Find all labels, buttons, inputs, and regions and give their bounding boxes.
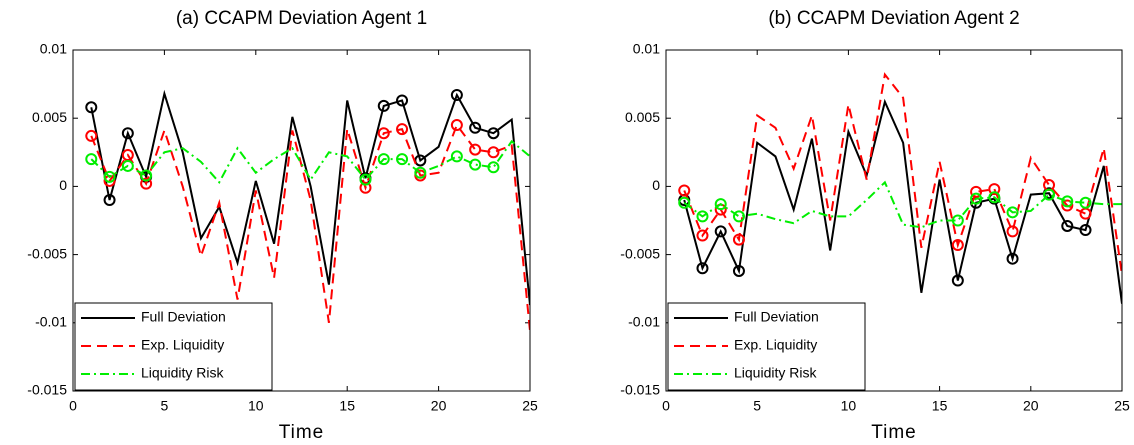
- point-marker: [103, 170, 116, 183]
- point-marker: [1006, 206, 1019, 219]
- point-marker: [414, 166, 427, 179]
- series-line: [90, 122, 530, 332]
- point-marker: [951, 214, 964, 227]
- point-marker: [970, 192, 983, 205]
- x-tick-label: 15: [932, 398, 948, 414]
- series-line: [683, 98, 1122, 304]
- legend-label: Liquidity Risk: [141, 365, 224, 381]
- point-marker: [1079, 207, 1092, 220]
- x-tick-label: 15: [339, 398, 355, 414]
- point-marker: [487, 146, 500, 159]
- x-axis-label: Time: [871, 422, 917, 443]
- point-marker: [359, 173, 372, 186]
- y-tick-label: -0.005: [620, 245, 660, 261]
- point-marker: [732, 210, 745, 223]
- y-tick-label: -0.015: [27, 382, 67, 398]
- plot-frame: [665, 49, 1123, 392]
- point-marker: [450, 89, 463, 102]
- point-marker: [714, 225, 727, 238]
- point-marker: [696, 262, 709, 275]
- point-marker: [732, 233, 745, 246]
- legend-label: Full Deviation: [734, 309, 819, 325]
- point-marker: [1043, 188, 1056, 201]
- x-tick-label: 5: [161, 398, 169, 414]
- series-line: [90, 139, 530, 185]
- point-marker: [988, 191, 1001, 204]
- x-tick-label: 5: [753, 398, 761, 414]
- y-tick-label: -0.005: [27, 245, 67, 261]
- plot-frame: [72, 49, 531, 392]
- point-marker: [487, 161, 500, 174]
- point-marker: [377, 127, 390, 140]
- y-tick-label: -0.015: [620, 382, 660, 398]
- point-marker: [1079, 224, 1092, 237]
- series-line: [90, 89, 530, 306]
- point-marker: [1061, 219, 1074, 232]
- series-line: [683, 72, 1122, 276]
- legend-label: Full Deviation: [141, 309, 226, 325]
- point-marker: [85, 101, 98, 114]
- point-marker: [678, 184, 691, 197]
- point-marker: [1061, 195, 1074, 208]
- point-marker: [396, 123, 409, 136]
- x-tick-label: 25: [1114, 398, 1130, 414]
- point-marker: [696, 229, 709, 242]
- legend-label: Exp. Liquidity: [734, 337, 817, 353]
- point-marker: [140, 169, 153, 182]
- point-marker: [1006, 225, 1019, 238]
- x-tick-label: 10: [841, 398, 857, 414]
- x-tick-label: 10: [248, 398, 264, 414]
- y-tick-label: 0.005: [625, 109, 660, 125]
- point-marker: [469, 121, 482, 134]
- point-marker: [469, 158, 482, 171]
- y-tick-label: -0.01: [35, 314, 67, 330]
- point-marker: [732, 264, 745, 277]
- point-marker: [396, 94, 409, 107]
- y-tick-label: 0: [652, 177, 660, 193]
- point-marker: [121, 159, 134, 172]
- point-marker: [121, 127, 134, 140]
- point-marker: [1079, 196, 1092, 209]
- point-marker: [377, 99, 390, 112]
- y-tick-label: 0.01: [633, 41, 660, 57]
- point-marker: [970, 185, 983, 198]
- point-marker: [951, 239, 964, 252]
- point-marker: [988, 183, 1001, 196]
- y-tick-label: -0.01: [628, 314, 660, 330]
- point-marker: [469, 143, 482, 156]
- point-marker: [450, 150, 463, 163]
- x-tick-label: 0: [69, 398, 77, 414]
- point-marker: [85, 153, 98, 166]
- chart-title: (b) CCAPM Deviation Agent 2: [768, 8, 1019, 29]
- point-marker: [1006, 252, 1019, 265]
- point-marker: [487, 127, 500, 140]
- point-marker: [696, 210, 709, 223]
- point-marker: [85, 129, 98, 142]
- point-marker: [103, 194, 116, 207]
- chart-title: (a) CCAPM Deviation Agent 1: [176, 8, 427, 29]
- x-tick-label: 25: [522, 398, 538, 414]
- point-marker: [951, 274, 964, 287]
- point-marker: [396, 153, 409, 166]
- legend-label: Liquidity Risk: [734, 365, 817, 381]
- point-marker: [359, 181, 372, 194]
- x-tick-label: 20: [1023, 398, 1039, 414]
- point-marker: [678, 196, 691, 209]
- legend-label: Exp. Liquidity: [141, 337, 224, 353]
- point-marker: [714, 198, 727, 211]
- x-tick-label: 0: [662, 398, 670, 414]
- point-marker: [450, 119, 463, 132]
- y-tick-label: 0.005: [32, 109, 67, 125]
- x-axis-label: Time: [279, 422, 325, 443]
- y-tick-label: 0: [59, 177, 67, 193]
- point-marker: [140, 177, 153, 190]
- y-tick-label: 0.01: [40, 41, 67, 57]
- point-marker: [1061, 199, 1074, 212]
- x-tick-label: 20: [431, 398, 447, 414]
- point-marker: [377, 153, 390, 166]
